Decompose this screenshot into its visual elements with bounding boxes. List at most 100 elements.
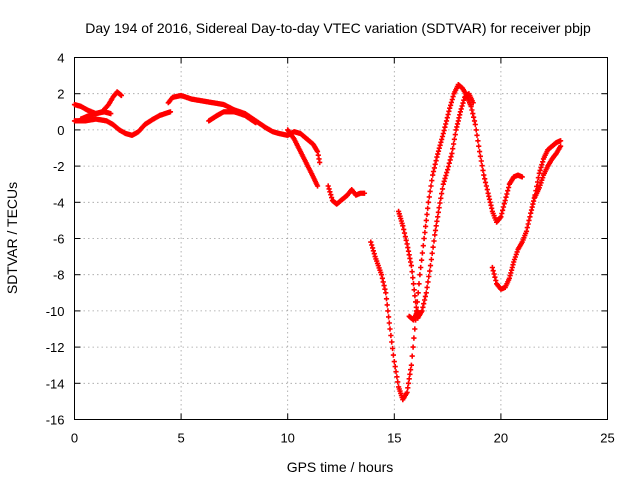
- data-point: [424, 211, 430, 217]
- data-point: [557, 138, 564, 144]
- data-point: [401, 230, 408, 236]
- y-tick-label: -12: [46, 340, 65, 355]
- y-tick-label: -14: [46, 376, 65, 391]
- data-point: [423, 223, 429, 229]
- data-point: [378, 272, 385, 278]
- data-point: [435, 209, 441, 215]
- data-point: [108, 111, 114, 117]
- data-point: [434, 218, 440, 224]
- data-point: [440, 181, 446, 187]
- y-tick-label: 2: [57, 87, 64, 102]
- data-point: [508, 270, 514, 276]
- data-point: [382, 286, 388, 292]
- data-point: [411, 335, 417, 341]
- data-point: [478, 158, 484, 164]
- data-point: [419, 250, 425, 256]
- data-point: [420, 304, 426, 310]
- data-point: [557, 143, 564, 149]
- data-point: [328, 192, 334, 198]
- data-point: [448, 154, 454, 160]
- data-point: [317, 159, 323, 166]
- data-point: [437, 200, 443, 206]
- data-point: [327, 189, 333, 195]
- data-point: [380, 279, 386, 285]
- x-tick-label: 10: [280, 431, 294, 446]
- y-axis-label: SDTVAR / TECUs: [4, 182, 20, 294]
- data-point: [405, 380, 412, 386]
- data-point: [420, 243, 426, 249]
- data-point: [500, 207, 506, 213]
- data-point: [423, 217, 429, 223]
- data-point: [408, 367, 414, 373]
- data-point: [524, 225, 530, 231]
- data-point: [387, 326, 393, 332]
- data-point: [471, 114, 477, 120]
- data-point: [394, 374, 400, 380]
- data-point: [438, 195, 444, 201]
- data-point: [428, 183, 434, 189]
- x-tick-label: 5: [177, 431, 184, 446]
- data-point: [481, 172, 487, 178]
- data-point: [392, 364, 398, 370]
- data-point: [432, 232, 438, 238]
- data-point: [499, 210, 505, 217]
- x-tick-label: 20: [494, 431, 508, 446]
- x-tick-label: 25: [600, 431, 614, 446]
- data-point: [425, 279, 431, 285]
- data-point: [442, 175, 448, 181]
- data-point: [493, 277, 499, 284]
- data-point: [472, 121, 478, 128]
- data-point: [443, 172, 449, 179]
- data-point: [418, 264, 424, 271]
- data-point: [167, 109, 174, 115]
- data-point: [484, 187, 490, 193]
- data-point: [440, 130, 446, 137]
- data-point: [400, 223, 406, 229]
- y-tick-label: -8: [53, 268, 65, 283]
- data-point: [475, 138, 481, 144]
- grid: [74, 57, 608, 420]
- data-point: [412, 326, 418, 332]
- data-point: [505, 188, 511, 194]
- data-point: [430, 168, 437, 175]
- data-point: [385, 308, 391, 314]
- data-point: [446, 160, 452, 166]
- data-point: [422, 229, 428, 236]
- data-point: [384, 302, 390, 308]
- data-point: [446, 108, 452, 114]
- data-point: [444, 170, 450, 176]
- data-point: [386, 320, 392, 326]
- data-point: [477, 153, 483, 159]
- data-point: [482, 179, 489, 185]
- data-point: [402, 234, 408, 240]
- data-point: [450, 146, 456, 152]
- data-point: [403, 237, 409, 243]
- data-point: [408, 263, 414, 269]
- data-point: [461, 97, 467, 103]
- data-point: [415, 290, 421, 296]
- data-point: [388, 332, 394, 339]
- data-point: [426, 194, 432, 200]
- data-point: [410, 281, 417, 287]
- data-point: [483, 183, 489, 189]
- data-point: [498, 214, 504, 220]
- data-point: [470, 100, 476, 106]
- data-point: [526, 217, 532, 223]
- data-point: [447, 105, 453, 111]
- data-point: [442, 124, 448, 130]
- data-point: [512, 254, 518, 260]
- data-point: [528, 210, 534, 216]
- data-point: [368, 239, 374, 245]
- y-tick-label: 0: [57, 123, 64, 138]
- data-point: [436, 205, 442, 211]
- data-point: [383, 296, 390, 302]
- data-point: [421, 301, 427, 307]
- data-point: [419, 257, 425, 263]
- data-point: [540, 159, 546, 165]
- data-point: [480, 167, 486, 173]
- data-point: [489, 264, 495, 271]
- data-point: [417, 272, 423, 278]
- data-point: [118, 92, 125, 99]
- data-point: [438, 139, 444, 145]
